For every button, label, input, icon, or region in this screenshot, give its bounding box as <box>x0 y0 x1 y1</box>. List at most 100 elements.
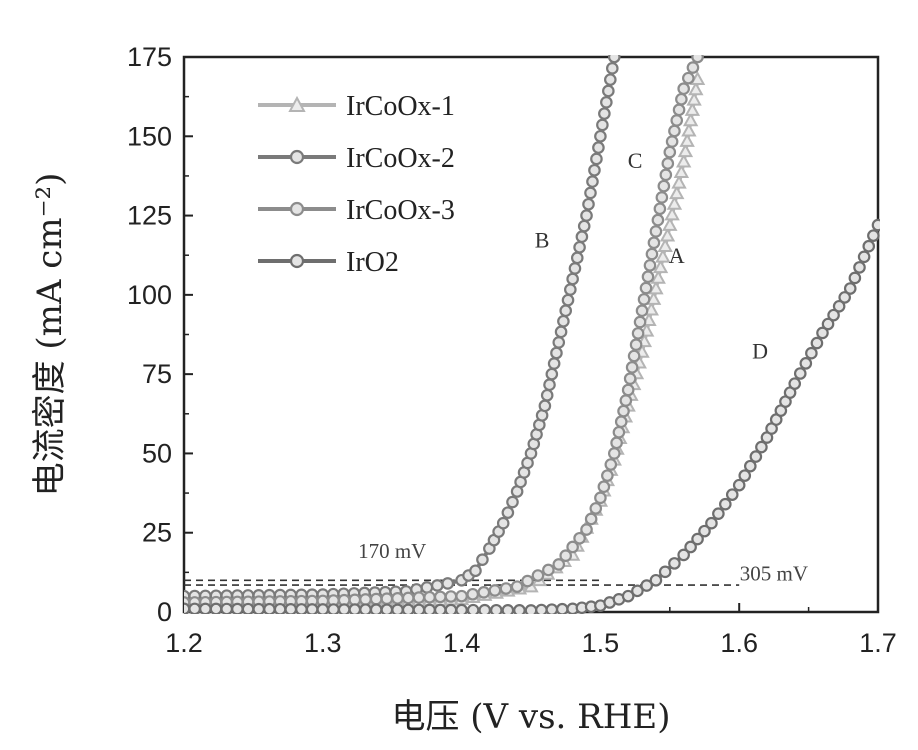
data-point <box>550 346 563 360</box>
data-point <box>675 92 688 106</box>
data-point <box>640 579 653 592</box>
data-point <box>412 603 426 614</box>
legend-marker <box>289 149 305 165</box>
y-tick-label: 125 <box>127 201 172 231</box>
data-point <box>827 308 840 322</box>
data-point <box>513 604 526 614</box>
data-point <box>625 361 639 374</box>
data-point <box>391 592 404 605</box>
data-point <box>657 238 673 253</box>
data-point <box>853 261 866 274</box>
data-point <box>658 565 672 579</box>
data-point <box>682 112 699 127</box>
data-point <box>663 145 677 159</box>
data-point <box>441 577 455 590</box>
data-point <box>793 367 807 380</box>
data-point <box>295 603 308 614</box>
data-point <box>284 603 298 614</box>
data-point <box>501 506 515 519</box>
data-point <box>605 62 619 75</box>
data-point <box>681 122 697 137</box>
data-point <box>601 469 614 482</box>
data-point <box>664 206 680 221</box>
series-D <box>184 218 880 614</box>
data-point <box>677 548 690 562</box>
data-point <box>672 103 686 117</box>
data-point <box>209 602 223 614</box>
curve-label: A <box>669 243 685 268</box>
data-point <box>619 394 633 407</box>
data-point <box>561 293 575 307</box>
data-point <box>821 317 835 331</box>
data-point <box>670 114 684 127</box>
data-point <box>552 558 566 571</box>
data-point <box>679 132 695 147</box>
data-point <box>380 603 394 614</box>
data-point <box>684 102 701 116</box>
data-point <box>455 589 468 603</box>
data-point <box>305 603 319 614</box>
data-point <box>594 491 607 505</box>
data-point <box>662 217 678 231</box>
data-point <box>816 326 829 340</box>
data-point <box>684 540 697 554</box>
data-point <box>596 118 609 132</box>
data-point <box>488 584 502 597</box>
data-point <box>627 349 641 363</box>
data-point <box>552 336 566 349</box>
data-point <box>612 425 626 439</box>
data-point <box>788 377 802 390</box>
data-point <box>401 591 415 605</box>
x-tick-label: 1.3 <box>304 628 342 658</box>
data-point <box>688 81 704 96</box>
data-point <box>604 458 618 471</box>
y-axis-title: 电流密度 (mA cm⁻²) <box>30 173 70 497</box>
data-point <box>590 152 603 166</box>
data-point <box>637 293 651 306</box>
data-point <box>380 592 394 606</box>
series-B <box>184 55 621 603</box>
data-point <box>648 280 664 295</box>
data-point <box>698 524 711 538</box>
data-point <box>650 269 666 284</box>
data-point <box>316 603 330 614</box>
data-point <box>431 579 444 592</box>
data-point <box>602 84 615 98</box>
data-point <box>614 415 628 429</box>
data-point <box>348 603 362 614</box>
data-point <box>433 603 447 614</box>
data-point <box>604 73 617 86</box>
data-point <box>580 523 593 536</box>
data-point <box>607 447 621 460</box>
data-point <box>677 82 690 96</box>
data-point <box>433 590 447 604</box>
series-line <box>184 56 700 605</box>
data-point <box>444 603 458 614</box>
data-point <box>542 563 555 577</box>
curve-label: D <box>752 338 768 363</box>
data-point <box>755 440 768 454</box>
data-point <box>653 202 667 216</box>
data-point <box>655 191 669 204</box>
y-tick-label: 150 <box>127 121 172 151</box>
data-point <box>575 230 589 244</box>
data-point <box>686 91 702 106</box>
data-point <box>327 603 340 614</box>
data-point <box>649 573 663 587</box>
x-tick-label: 1.4 <box>443 628 481 658</box>
x-tick-label: 1.2 <box>165 628 203 658</box>
data-point <box>580 209 593 222</box>
data-point <box>600 96 613 109</box>
data-point <box>496 516 510 530</box>
data-point <box>635 304 649 318</box>
data-point <box>673 164 690 179</box>
legend-label: IrO2 <box>346 247 399 278</box>
data-point <box>623 372 637 385</box>
data-point <box>867 229 880 242</box>
data-point <box>559 304 572 318</box>
data-point <box>524 604 538 614</box>
y-tick-label: 175 <box>127 42 172 72</box>
data-point <box>469 564 482 578</box>
data-point <box>725 488 739 501</box>
